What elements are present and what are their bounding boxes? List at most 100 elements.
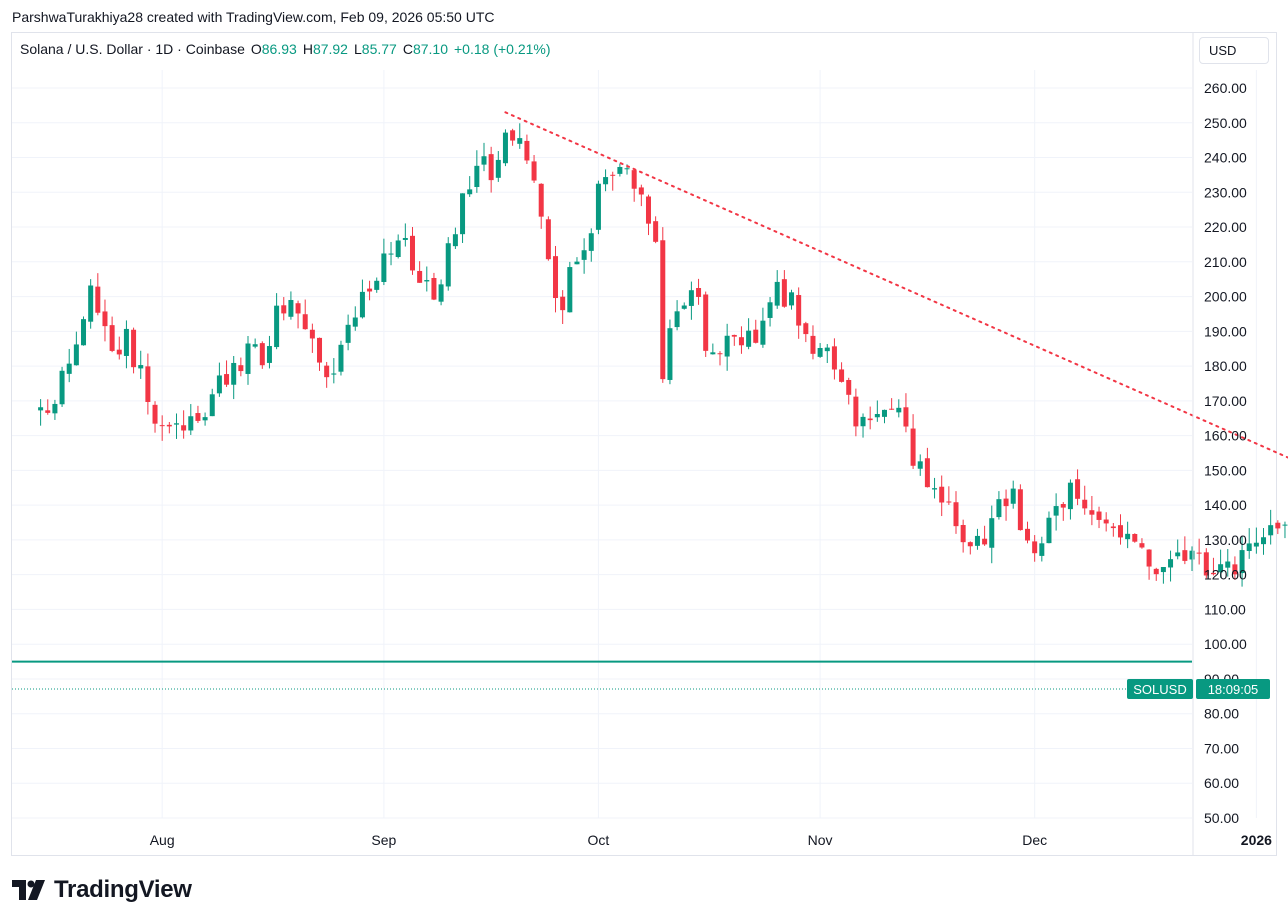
candle[interactable] xyxy=(367,280,373,301)
candle[interactable] xyxy=(696,278,702,305)
candle[interactable] xyxy=(1160,567,1166,584)
candle[interactable] xyxy=(274,293,280,350)
candle[interactable] xyxy=(1268,509,1274,545)
candle[interactable] xyxy=(1046,511,1052,544)
candle[interactable] xyxy=(209,388,215,417)
candle[interactable] xyxy=(388,241,394,266)
candle[interactable] xyxy=(567,261,573,313)
candle[interactable] xyxy=(338,340,344,376)
candle[interactable] xyxy=(59,366,65,407)
candle[interactable] xyxy=(1218,549,1224,578)
candle[interactable] xyxy=(474,150,480,193)
candle[interactable] xyxy=(1210,557,1216,576)
candle[interactable] xyxy=(460,193,466,243)
candle[interactable] xyxy=(896,399,902,418)
candle[interactable] xyxy=(631,169,637,202)
candle[interactable] xyxy=(502,129,508,167)
candle[interactable] xyxy=(1232,556,1238,580)
candle[interactable] xyxy=(1246,528,1252,559)
candle[interactable] xyxy=(867,406,873,430)
candle[interactable] xyxy=(510,128,516,146)
candle[interactable] xyxy=(889,398,895,410)
candle[interactable] xyxy=(1103,512,1109,532)
candle[interactable] xyxy=(1196,538,1202,565)
candle[interactable] xyxy=(81,316,87,346)
candle[interactable] xyxy=(1025,521,1031,544)
candle[interactable] xyxy=(1153,567,1159,581)
candle[interactable] xyxy=(231,356,237,400)
candle[interactable] xyxy=(216,362,222,397)
candle[interactable] xyxy=(202,412,208,426)
candle[interactable] xyxy=(953,491,959,534)
candle[interactable] xyxy=(839,362,845,383)
candle[interactable] xyxy=(281,297,287,321)
candle[interactable] xyxy=(1225,549,1231,577)
time-axis[interactable]: AugSepOctNovDec2026FebMar xyxy=(150,832,1288,848)
candle[interactable] xyxy=(145,353,151,415)
candle[interactable] xyxy=(467,176,473,197)
candle[interactable] xyxy=(1060,502,1066,521)
candle[interactable] xyxy=(703,291,709,357)
candle[interactable] xyxy=(88,279,94,329)
candle[interactable] xyxy=(724,323,730,371)
candle[interactable] xyxy=(295,300,301,329)
candle[interactable] xyxy=(796,287,802,339)
candle[interactable] xyxy=(653,216,659,244)
candle[interactable] xyxy=(846,377,852,405)
candle[interactable] xyxy=(595,180,601,235)
candle[interactable] xyxy=(438,279,444,306)
candle[interactable] xyxy=(638,184,644,207)
candle[interactable] xyxy=(73,331,79,366)
candle[interactable] xyxy=(681,302,687,310)
candle[interactable] xyxy=(982,525,988,546)
candle[interactable] xyxy=(553,245,559,313)
candle[interactable] xyxy=(452,227,458,249)
candle[interactable] xyxy=(238,357,244,377)
candle[interactable] xyxy=(1282,521,1288,539)
candle[interactable] xyxy=(359,279,365,319)
candle[interactable] xyxy=(1003,489,1009,521)
candle[interactable] xyxy=(1089,495,1095,526)
candle[interactable] xyxy=(131,327,137,374)
candle[interactable] xyxy=(531,155,537,183)
candle[interactable] xyxy=(45,399,51,415)
candle[interactable] xyxy=(1075,469,1081,506)
candle[interactable] xyxy=(824,344,830,364)
candle[interactable] xyxy=(381,238,387,286)
candle[interactable] xyxy=(374,277,380,293)
candle[interactable] xyxy=(1182,536,1188,565)
candle[interactable] xyxy=(903,393,909,433)
candle[interactable] xyxy=(181,410,187,439)
candle[interactable] xyxy=(717,351,723,366)
candle[interactable] xyxy=(488,146,494,193)
candle[interactable] xyxy=(1175,539,1181,560)
candle[interactable] xyxy=(1010,480,1016,509)
candle[interactable] xyxy=(1146,549,1152,580)
downtrend-line[interactable] xyxy=(504,111,1288,658)
candle[interactable] xyxy=(288,291,294,320)
candle[interactable] xyxy=(688,281,694,320)
candle[interactable] xyxy=(710,343,716,355)
candle[interactable] xyxy=(1168,550,1174,582)
candle[interactable] xyxy=(1132,533,1138,543)
candle[interactable] xyxy=(95,273,101,316)
candle[interactable] xyxy=(881,409,887,424)
candle[interactable] xyxy=(395,234,401,259)
candle[interactable] xyxy=(610,171,616,191)
candle[interactable] xyxy=(574,257,580,265)
candle[interactable] xyxy=(417,261,423,283)
candle[interactable] xyxy=(481,142,487,172)
candle[interactable] xyxy=(1253,527,1259,554)
candle[interactable] xyxy=(803,321,809,343)
candle[interactable] xyxy=(302,299,308,330)
candle[interactable] xyxy=(924,447,930,488)
candle[interactable] xyxy=(1125,521,1131,549)
candle[interactable] xyxy=(195,405,201,424)
candle[interactable] xyxy=(424,266,430,292)
candle[interactable] xyxy=(731,334,737,346)
candle[interactable] xyxy=(259,341,265,369)
candle[interactable] xyxy=(109,316,115,353)
candle[interactable] xyxy=(996,491,1002,520)
candle[interactable] xyxy=(960,519,966,553)
